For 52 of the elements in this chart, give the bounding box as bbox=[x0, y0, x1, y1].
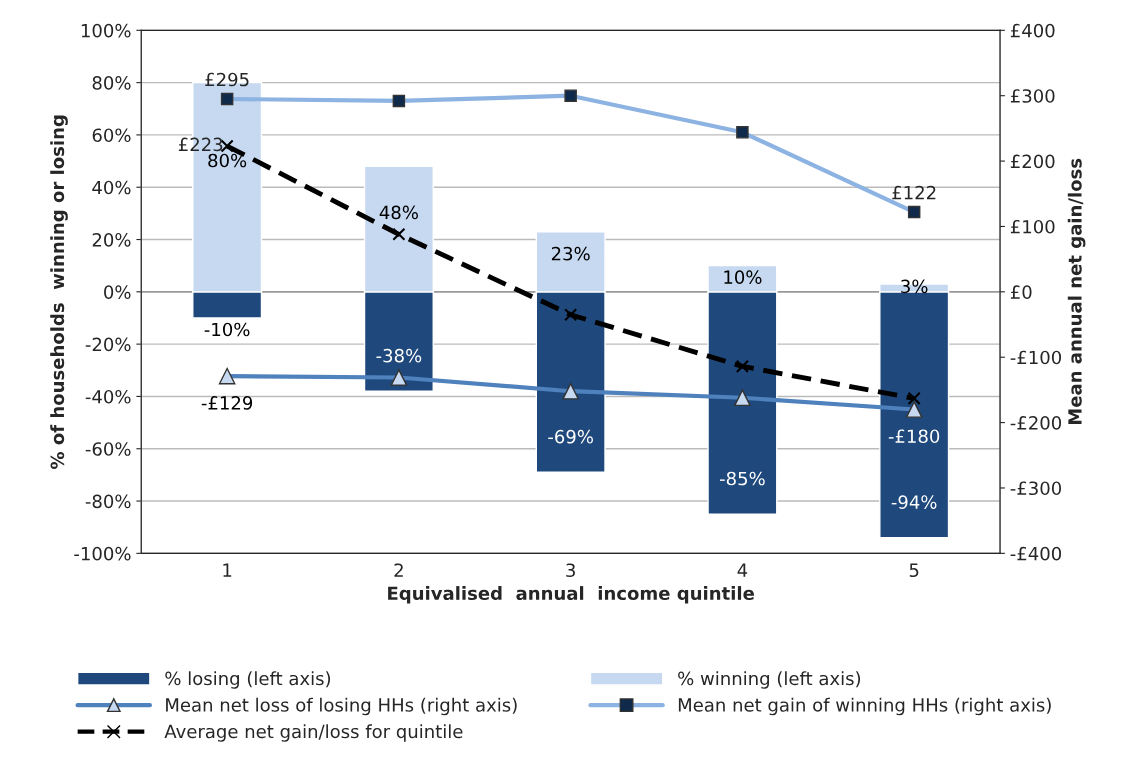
x-tick-label: 1 bbox=[223, 563, 232, 577]
point bbox=[907, 391, 921, 405]
y-tick-label: -20% bbox=[85, 337, 131, 352]
data-label: -£129 bbox=[201, 396, 253, 410]
point bbox=[564, 308, 578, 322]
data-label: -10% bbox=[204, 322, 250, 337]
data-label: 23% bbox=[551, 246, 590, 261]
legend-label: Mean net gain of winning HHs (right axis) bbox=[678, 697, 1051, 716]
data-label: 48% bbox=[379, 205, 418, 220]
data-label: -69% bbox=[548, 429, 593, 444]
data-label: £122 bbox=[892, 185, 936, 200]
y2-tick-label: -£300 bbox=[1010, 481, 1062, 496]
y-tick-label: -80% bbox=[85, 494, 131, 509]
legend-label: % winning (left axis) bbox=[678, 671, 861, 689]
y2-tick-label: -£400 bbox=[1010, 546, 1062, 561]
y2-tick-label: £200 bbox=[1010, 154, 1055, 169]
x-axis-title: Equivalised annual income quintile bbox=[388, 586, 754, 604]
y-tick-label: 100% bbox=[81, 23, 131, 38]
x-tick-label: 3 bbox=[566, 563, 575, 578]
y2-tick-label: £300 bbox=[1010, 89, 1055, 103]
data-label: 3% bbox=[901, 279, 928, 294]
y2-tick-label: -£200 bbox=[1010, 416, 1062, 430]
x-tick-label: 2 bbox=[394, 563, 403, 577]
point bbox=[392, 227, 406, 241]
y-tick-label: 60% bbox=[92, 128, 131, 143]
y2-tick-label: £0 bbox=[1010, 285, 1032, 299]
y-tick-label: 80% bbox=[92, 76, 131, 90]
y-tick-label: -100% bbox=[74, 546, 131, 561]
y2-axis-title: Mean annual net gain/loss bbox=[1067, 158, 1086, 425]
data-label: 10% bbox=[724, 270, 762, 284]
data-label: -94% bbox=[891, 495, 937, 509]
data-label: -38% bbox=[376, 348, 422, 363]
legend-label: Average net gain/loss for quintile bbox=[164, 724, 463, 742]
y-tick-label: 0% bbox=[104, 285, 131, 299]
x-tick-label: 5 bbox=[909, 563, 919, 578]
x-tick-label: 4 bbox=[737, 563, 748, 577]
y-tick-label: 40% bbox=[92, 180, 131, 195]
y2-tick-label: £400 bbox=[1010, 23, 1055, 38]
y2-tick-label: -£100 bbox=[1010, 350, 1062, 365]
y-tick-label: -60% bbox=[85, 442, 131, 456]
y-axis-title: % of households winning or losing bbox=[50, 115, 68, 469]
data-label: -85% bbox=[719, 471, 765, 486]
y-tick-label: 20% bbox=[92, 232, 131, 247]
data-label: £223 bbox=[178, 137, 223, 152]
y-tick-label: -40% bbox=[85, 389, 131, 404]
y2-tick-label: £100 bbox=[1010, 219, 1055, 234]
legend-label: % losing (left axis) bbox=[165, 671, 331, 689]
data-label: 80% bbox=[208, 153, 247, 168]
point bbox=[735, 359, 750, 373]
data-label: -£180 bbox=[888, 429, 940, 444]
legend-label: Mean net loss of losing HHs (right axis) bbox=[166, 697, 517, 716]
data-label: £295 bbox=[205, 72, 249, 87]
